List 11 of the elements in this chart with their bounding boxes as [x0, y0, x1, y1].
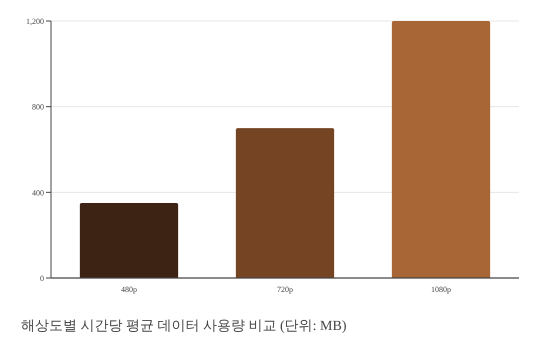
y-tick-label: 0 — [40, 274, 44, 283]
x-tick-label: 1080p — [431, 285, 451, 294]
y-tick-label: 800 — [32, 102, 44, 112]
bar — [392, 21, 490, 278]
bar — [80, 203, 178, 278]
y-tick-label: 400 — [32, 188, 44, 198]
x-tick-label: 480p — [121, 285, 137, 294]
text: 해상도별 시간당 평균 데이터 사용량 비교 (단위: MB) — [21, 319, 347, 334]
bar — [236, 128, 334, 278]
y-tick-label: 1,200 — [26, 17, 44, 26]
x-tick-label: 720p — [277, 285, 293, 294]
